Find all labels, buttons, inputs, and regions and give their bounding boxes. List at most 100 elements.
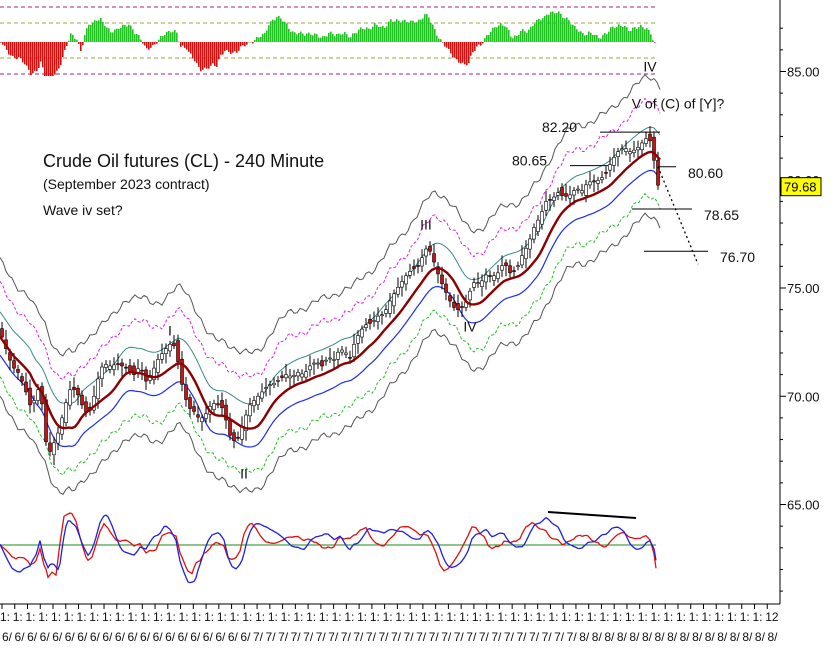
- histogram-bar-up: [348, 37, 350, 42]
- candle-up: [288, 375, 292, 379]
- candle-up: [580, 190, 584, 194]
- candle-down: [176, 340, 180, 362]
- histogram-bar-down: [472, 42, 474, 53]
- candle-up: [500, 265, 504, 271]
- x-tick-label-bottom: 7/: [441, 630, 452, 644]
- histogram-bar-up: [296, 34, 298, 42]
- histogram-bar-up: [564, 18, 566, 42]
- histogram-bar-down: [450, 42, 452, 54]
- histogram-bar-down: [238, 42, 240, 51]
- x-tick-label-top: 1:: [612, 610, 622, 624]
- histogram-bar-down: [56, 42, 58, 71]
- x-tick-label-top: 1:: [140, 610, 150, 624]
- histogram-bar-up: [354, 33, 356, 42]
- x-tick-label-bottom: 8/: [730, 630, 741, 644]
- histogram-bar-down: [458, 42, 460, 63]
- price-levels: 82.20 80.65 80.60 78.65 76.70: [512, 119, 755, 265]
- histogram-bar-up: [84, 35, 86, 42]
- candle-up: [308, 365, 312, 371]
- histogram-bar-up: [514, 35, 516, 42]
- x-tick-label-bottom: 8/: [742, 630, 753, 644]
- histogram-bar-up: [390, 19, 392, 42]
- histogram-bar-up: [74, 38, 76, 42]
- histogram-bar-up: [370, 29, 372, 42]
- x-tick-label-top: 12: [765, 610, 779, 624]
- x-tick-label-bottom: 7/: [529, 630, 540, 644]
- x-tick-label-bottom: 7/: [491, 630, 502, 644]
- histogram-bar-up: [432, 24, 434, 42]
- candle-down: [548, 199, 552, 201]
- histogram-bar-down: [220, 42, 222, 55]
- x-tick-label-bottom: 7/: [291, 630, 302, 644]
- histogram-bar-down: [480, 42, 482, 46]
- candle-up: [396, 286, 400, 295]
- histogram-bar-up: [554, 13, 556, 42]
- candle-up: [492, 275, 496, 281]
- x-tick-label-top: 1:: [459, 610, 469, 624]
- histogram-bar-up: [534, 23, 536, 42]
- x-tick-label-top: 1:: [676, 610, 686, 624]
- x-tick-label-bottom: 7/: [479, 630, 490, 644]
- x-tick-label-top: 1:: [408, 610, 418, 624]
- histogram-bar-down: [474, 42, 476, 51]
- candle-up: [104, 364, 108, 368]
- x-tick-label-bottom: 7/: [416, 630, 427, 644]
- histogram-bar-up: [304, 35, 306, 42]
- histogram-bar-up: [386, 26, 388, 42]
- candle-up: [584, 184, 588, 196]
- histogram-bar-down: [442, 42, 444, 43]
- histogram-bar-down: [32, 42, 34, 74]
- candle-up: [556, 192, 560, 196]
- candle-up: [388, 300, 392, 314]
- histogram-bar-down: [446, 42, 448, 48]
- histogram-bar-up: [508, 30, 510, 42]
- histogram-bar-up: [434, 29, 436, 42]
- histogram-bar-up: [440, 39, 442, 42]
- histogram-bar-up: [110, 32, 112, 42]
- histogram-bar-up: [174, 30, 176, 42]
- candle-up: [316, 362, 320, 365]
- candle-up: [272, 382, 276, 386]
- candle-up: [644, 138, 648, 144]
- histogram-bar-up: [602, 35, 604, 42]
- x-tick-label-bottom: 8/: [717, 630, 728, 644]
- histogram-bar-up: [646, 28, 648, 42]
- x-tick-label-bottom: 8/: [680, 630, 691, 644]
- histogram-bar-down: [154, 42, 156, 45]
- histogram-bar-up: [408, 22, 410, 42]
- histogram-bar-up: [394, 21, 396, 42]
- histogram-bar-up: [576, 29, 578, 42]
- chart-title: Crude Oil futures (CL) - 240 Minute: [43, 151, 324, 171]
- candle-down: [236, 437, 240, 439]
- histogram-bar-up: [168, 30, 170, 42]
- histogram-bar-up: [512, 38, 514, 42]
- candle-up: [408, 271, 412, 276]
- x-tick-label-top: 1:: [689, 610, 699, 624]
- x-tick-label-bottom: 7/: [316, 630, 327, 644]
- x-tick-label-top: 1:: [204, 610, 214, 624]
- candle-up: [268, 384, 272, 387]
- histogram-bar-down: [150, 42, 152, 48]
- histogram-bar-up: [628, 30, 630, 42]
- oscillator-line-blue: [0, 514, 657, 584]
- histogram-bar-down: [234, 42, 236, 52]
- histogram-bar-down: [180, 42, 182, 47]
- histogram-bar-up: [322, 36, 324, 42]
- x-tick-label-bottom: 6/: [2, 630, 13, 644]
- histogram-bar-up: [294, 32, 296, 42]
- histogram-bar-up: [410, 20, 412, 42]
- candle-up: [400, 281, 404, 288]
- candle-down: [184, 384, 188, 400]
- histogram-bar-down: [26, 42, 28, 66]
- candle-up: [516, 265, 520, 267]
- candle-up: [332, 359, 336, 361]
- wave-label: IV: [463, 318, 477, 334]
- candle-up: [164, 348, 168, 354]
- candle-down: [436, 266, 440, 275]
- histogram-bar-up: [580, 31, 582, 42]
- candle-up: [264, 387, 268, 389]
- histogram-bar-down: [230, 42, 232, 54]
- candle-up: [296, 372, 300, 377]
- x-tick-label-top: 1:: [740, 610, 750, 624]
